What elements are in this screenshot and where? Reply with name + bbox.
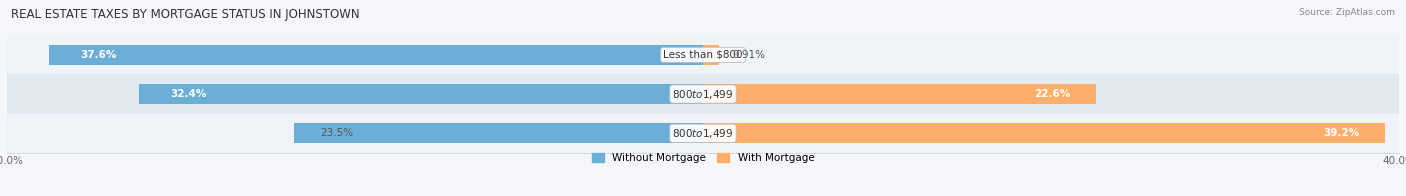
Text: 22.6%: 22.6% [1033, 89, 1070, 99]
Legend: Without Mortgage, With Mortgage: Without Mortgage, With Mortgage [588, 149, 818, 167]
Text: REAL ESTATE TAXES BY MORTGAGE STATUS IN JOHNSTOWN: REAL ESTATE TAXES BY MORTGAGE STATUS IN … [11, 8, 360, 21]
Bar [7, 114, 1399, 153]
Text: 32.4%: 32.4% [170, 89, 207, 99]
Text: 0.91%: 0.91% [733, 50, 766, 60]
Text: Less than $800: Less than $800 [664, 50, 742, 60]
Text: $800 to $1,499: $800 to $1,499 [672, 127, 734, 140]
Bar [7, 74, 1399, 114]
Bar [7, 35, 1399, 74]
Text: 37.6%: 37.6% [80, 50, 117, 60]
Text: 23.5%: 23.5% [321, 128, 353, 138]
Bar [703, 123, 1385, 143]
Bar [49, 45, 703, 65]
Bar [703, 84, 1097, 104]
Text: Source: ZipAtlas.com: Source: ZipAtlas.com [1299, 8, 1395, 17]
Bar [294, 123, 703, 143]
Text: $800 to $1,499: $800 to $1,499 [672, 88, 734, 101]
Bar [703, 45, 718, 65]
Bar [139, 84, 703, 104]
Text: 39.2%: 39.2% [1323, 128, 1360, 138]
